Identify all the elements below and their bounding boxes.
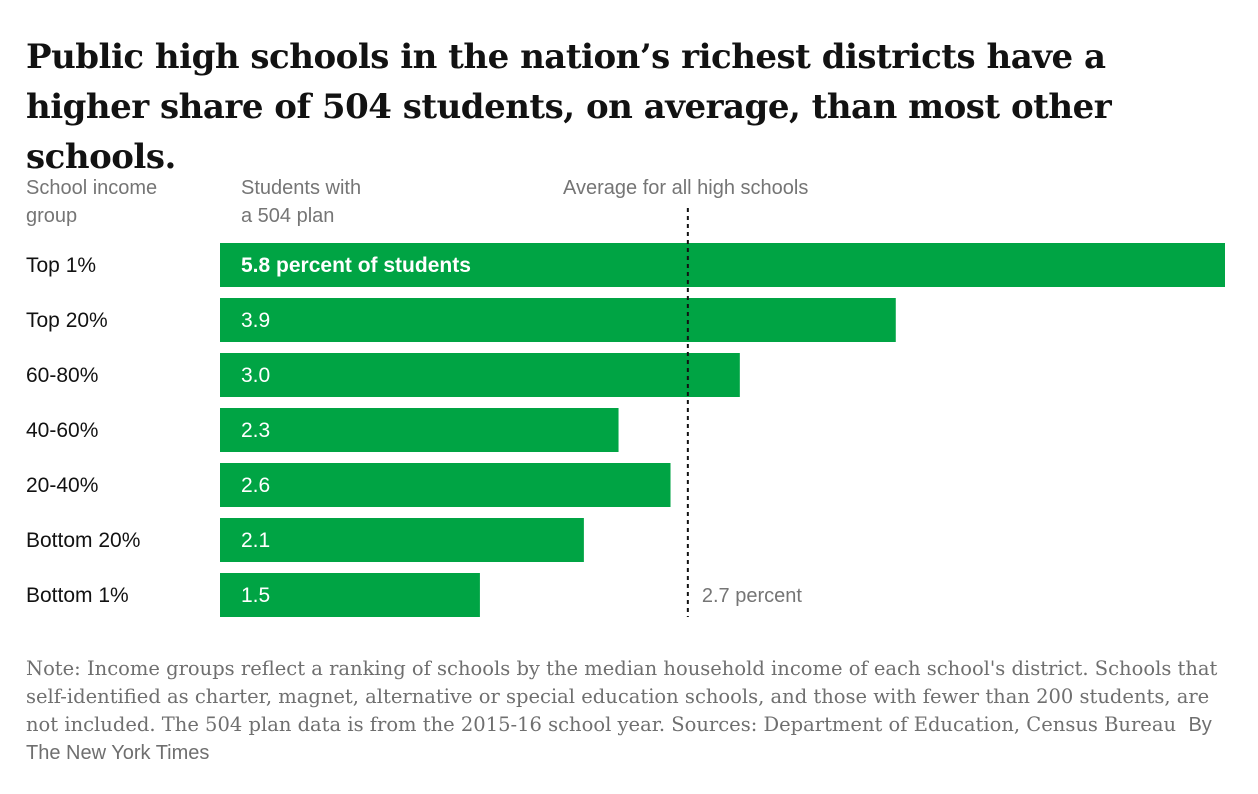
bar-40-60 — [220, 408, 619, 452]
note-text: Note: Income groups reflect a ranking of… — [26, 657, 1218, 736]
bar-chart: Top 1% 5.8 percent of students Top 20% 3.9 6… — [26, 208, 1225, 617]
chart-note: Note: Income groups reflect a ranking of… — [26, 655, 1226, 767]
column-header-average: Average for all high schools — [563, 177, 809, 199]
value-label-bottom-20: 2.1 — [241, 529, 270, 552]
chart-title: Public high schools in the nation’s rich… — [26, 37, 1112, 177]
value-label-top-20: 3.9 — [241, 309, 270, 332]
value-label-40-60: 2.3 — [241, 419, 270, 442]
average-reference-label: 2.7 percent — [702, 585, 803, 607]
value-label-20-40: 2.6 — [241, 474, 270, 497]
category-label-top-20: Top 20% — [26, 309, 108, 332]
category-label-bottom-1: Bottom 1% — [26, 584, 129, 607]
category-label-top-1: Top 1% — [26, 254, 96, 277]
bar-bottom-1 — [220, 573, 480, 617]
category-label-20-40: 20-40% — [26, 474, 98, 497]
value-label-60-80: 3.0 — [241, 364, 270, 387]
byline: By The New York Times — [26, 714, 1212, 764]
column-header-504-plan: Students with a 504 plan — [241, 174, 361, 230]
column-header-income-group: School income group — [26, 174, 157, 230]
bar-bottom-20 — [220, 518, 584, 562]
column-header-504-plan-line1: Students with — [241, 177, 362, 199]
column-header-income-group-line1: School income — [26, 177, 158, 199]
bar-20-40 — [220, 463, 671, 507]
bar-60-80 — [220, 353, 740, 397]
category-label-bottom-20: Bottom 20% — [26, 529, 140, 552]
category-label-40-60: 40-60% — [26, 419, 98, 442]
bar-top-1 — [220, 243, 1225, 287]
value-label-bottom-1: 1.5 — [241, 584, 270, 607]
column-header-504-plan-line2: a 504 plan — [241, 205, 335, 227]
category-label-60-80: 60-80% — [26, 364, 98, 387]
value-label-top-1: 5.8 percent of students — [241, 254, 471, 277]
bar-top-20 — [220, 298, 896, 342]
column-header-income-group-line2: group — [26, 205, 78, 227]
